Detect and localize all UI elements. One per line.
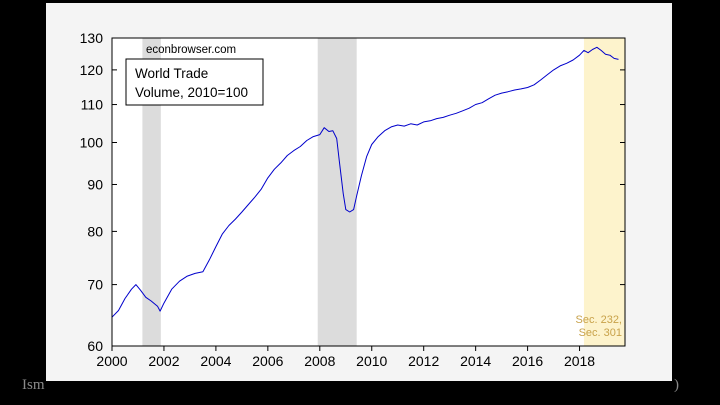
x-tick-label: 2002 (148, 353, 179, 369)
legend-box: World Trade Volume, 2010=100 (125, 58, 264, 106)
y-tick-label: 70 (87, 277, 103, 293)
x-tick-label: 2018 (564, 353, 595, 369)
y-tick-label: 110 (81, 97, 104, 113)
x-tick-label: 2014 (460, 353, 491, 369)
y-tick-label: 60 (87, 338, 103, 354)
footer-left-text: Ism (22, 377, 45, 393)
legend-line-1: World Trade (135, 66, 208, 81)
x-tick-label: 2000 (96, 353, 127, 369)
y-tick-label: 90 (87, 176, 103, 192)
x-tick-label: 2008 (304, 353, 335, 369)
recession-shade-1 (142, 38, 161, 346)
tariff-shade (583, 38, 625, 346)
trade-volume-line (111, 46, 619, 318)
recession-shade-2 (317, 38, 357, 346)
world-trade-chart: 60 70 80 90 100 110 120 130 2000 2002 2004 2006 200… (80, 30, 626, 369)
x-tick-label: 2006 (252, 353, 283, 369)
legend-line-2: Volume, 2010=100 (135, 85, 248, 100)
y-tick-label: 100 (80, 135, 104, 151)
tariff-label-line-2: Sec. 301 (579, 327, 622, 339)
y-tick-label: 120 (80, 62, 104, 78)
y-tick-label: 80 (87, 223, 103, 239)
x-tick-label: 2004 (200, 353, 231, 369)
chart-frame: 60 70 80 90 100 110 120 130 2000 2002 2004 2006 200… (46, 3, 672, 381)
tariff-label-line-1: Sec. 232, (576, 314, 622, 326)
x-tick-label: 2016 (512, 353, 543, 369)
x-tick-label: 2012 (408, 353, 439, 369)
x-tick-label: 2010 (356, 353, 387, 369)
watermark-text: econbrowser.com (146, 44, 236, 56)
y-tick-label: 130 (80, 30, 104, 46)
footer-right-text: ) (674, 377, 679, 393)
plot-border (111, 37, 626, 347)
